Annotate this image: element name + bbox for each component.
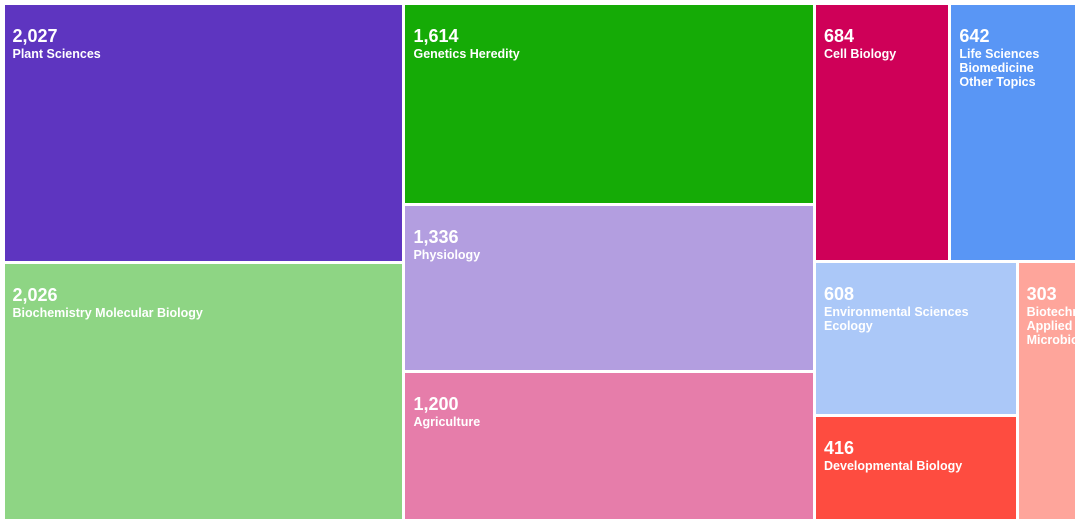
tile-label: Biotechnology Applied Microbiology — [1026, 305, 1076, 348]
tile-label: Developmental Biology — [824, 459, 963, 474]
tile-cell-biology[interactable]: 684 Cell Biology — [816, 4, 949, 261]
tile-life-sciences-biomedicine-other-topics[interactable]: 642 Life Sciences Biomedicine Other Topi… — [951, 4, 1076, 261]
tile-physiology[interactable]: 1,336 Physiology — [405, 205, 814, 370]
tile-biochemistry-molecular-biology[interactable]: 2,026 Biochemistry Molecular Biology — [4, 263, 403, 520]
tile-value: 684 — [824, 25, 855, 46]
tile-label: Plant Sciences — [12, 46, 101, 61]
tile-value: 2,026 — [12, 284, 58, 305]
tile-value: 1,200 — [413, 393, 459, 414]
tile-genetics-heredity[interactable]: 1,614 Genetics Heredity — [405, 4, 814, 203]
tile-value: 1,614 — [413, 25, 459, 46]
tile-value: 608 — [824, 284, 855, 305]
tile-label: Cell Biology — [824, 46, 897, 61]
tile-label: Environmental Sciences Ecology — [824, 305, 969, 334]
tile-environmental-sciences-ecology[interactable]: 608 Environmental Sciences Ecology — [816, 263, 1016, 415]
tile-label: Agriculture — [413, 414, 481, 429]
tile-value: 642 — [959, 25, 990, 46]
tile-developmental-biology[interactable]: 416 Developmental Biology — [816, 417, 1016, 520]
tile-label: Physiology — [413, 247, 481, 262]
tile-agriculture[interactable]: 1,200 Agriculture — [405, 372, 814, 520]
tile-value: 303 — [1026, 284, 1057, 305]
tile-value: 416 — [824, 438, 855, 459]
tile-value: 2,027 — [12, 25, 58, 46]
tile-label: Genetics Heredity — [413, 46, 520, 61]
tile-plant-sciences[interactable]: 2,027 Plant Sciences — [4, 4, 403, 261]
tile-biotechnology-applied-microbiology[interactable]: 303 Biotechnology Applied Microbiology — [1018, 263, 1076, 520]
tile-label: Biochemistry Molecular Biology — [12, 305, 203, 320]
tile-value: 1,336 — [413, 226, 459, 247]
tile-label: Life Sciences Biomedicine Other Topics — [959, 46, 1040, 89]
